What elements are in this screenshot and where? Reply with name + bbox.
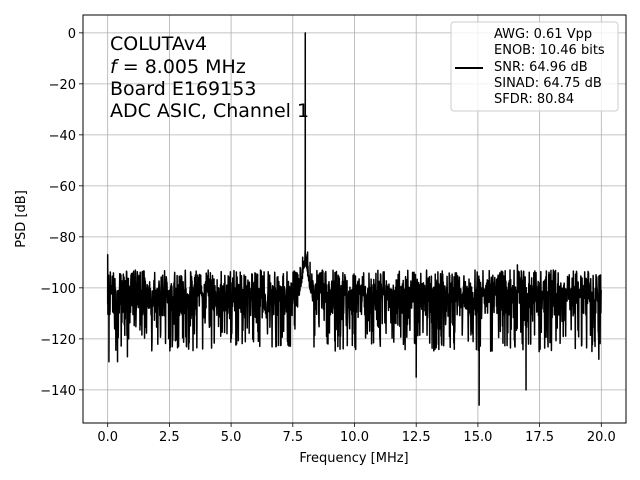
y-tick-label: −100: [40, 282, 76, 297]
annotation-line-2-italic: f: [110, 56, 120, 78]
annotation-line-1: COLUTAv4: [110, 33, 207, 55]
x-tick-label: 2.5: [159, 430, 180, 445]
y-axis-ticks: 0 −20 −40 −60 −80 −100 −120 −140: [40, 27, 83, 399]
x-axis-label: Frequency [MHz]: [299, 451, 408, 466]
x-tick-label: 12.5: [402, 430, 431, 445]
x-tick-label: 0.0: [97, 430, 118, 445]
x-tick-label: 15.0: [463, 430, 492, 445]
legend-text-snr: SNR: 64.96 dB: [494, 60, 588, 75]
y-axis-label: PSD [dB]: [14, 190, 29, 248]
x-tick-label: 20.0: [587, 430, 616, 445]
x-axis-ticks: 0.0 2.5 5.0 7.5 10.0 12.5 15.0 17.5 20.0: [97, 423, 616, 445]
annotation-line-2-rest: = 8.005 MHz: [117, 56, 246, 78]
y-tick-label: −120: [40, 333, 76, 348]
legend-text-sfdr: SFDR: 80.84: [494, 92, 574, 107]
y-tick-label: −40: [49, 129, 76, 144]
annotation-block: COLUTAv4 f = 8.005 MHz Board E169153 ADC…: [110, 33, 309, 122]
legend-text-enob: ENOB: 10.46 bits: [494, 43, 605, 58]
y-tick-label: −140: [40, 384, 76, 399]
legend-text-sinad: SINAD: 64.75 dB: [494, 76, 602, 91]
annotation-line-2: f = 8.005 MHz: [110, 56, 246, 78]
x-tick-label: 17.5: [525, 430, 554, 445]
y-tick-label: 0: [68, 27, 76, 42]
y-tick-label: −60: [49, 180, 76, 195]
legend-text-awg: AWG: 0.61 Vpp: [494, 27, 592, 42]
x-tick-label: 10.0: [340, 430, 369, 445]
annotation-line-4: ADC ASIC, Channel 1: [110, 100, 309, 122]
legend-box: [450, 21, 619, 112]
y-tick-label: −20: [49, 78, 76, 93]
x-tick-label: 7.5: [282, 430, 303, 445]
annotation-line-3: Board E169153: [110, 78, 256, 100]
x-tick-label: 5.0: [221, 430, 242, 445]
y-tick-label: −80: [49, 231, 76, 246]
legend: AWG: 0.61 Vpp ENOB: 10.46 bits SNR: 64.9…: [450, 21, 619, 112]
plot-frame: [82, 14, 627, 424]
psd-series-line: [106, 32, 603, 406]
